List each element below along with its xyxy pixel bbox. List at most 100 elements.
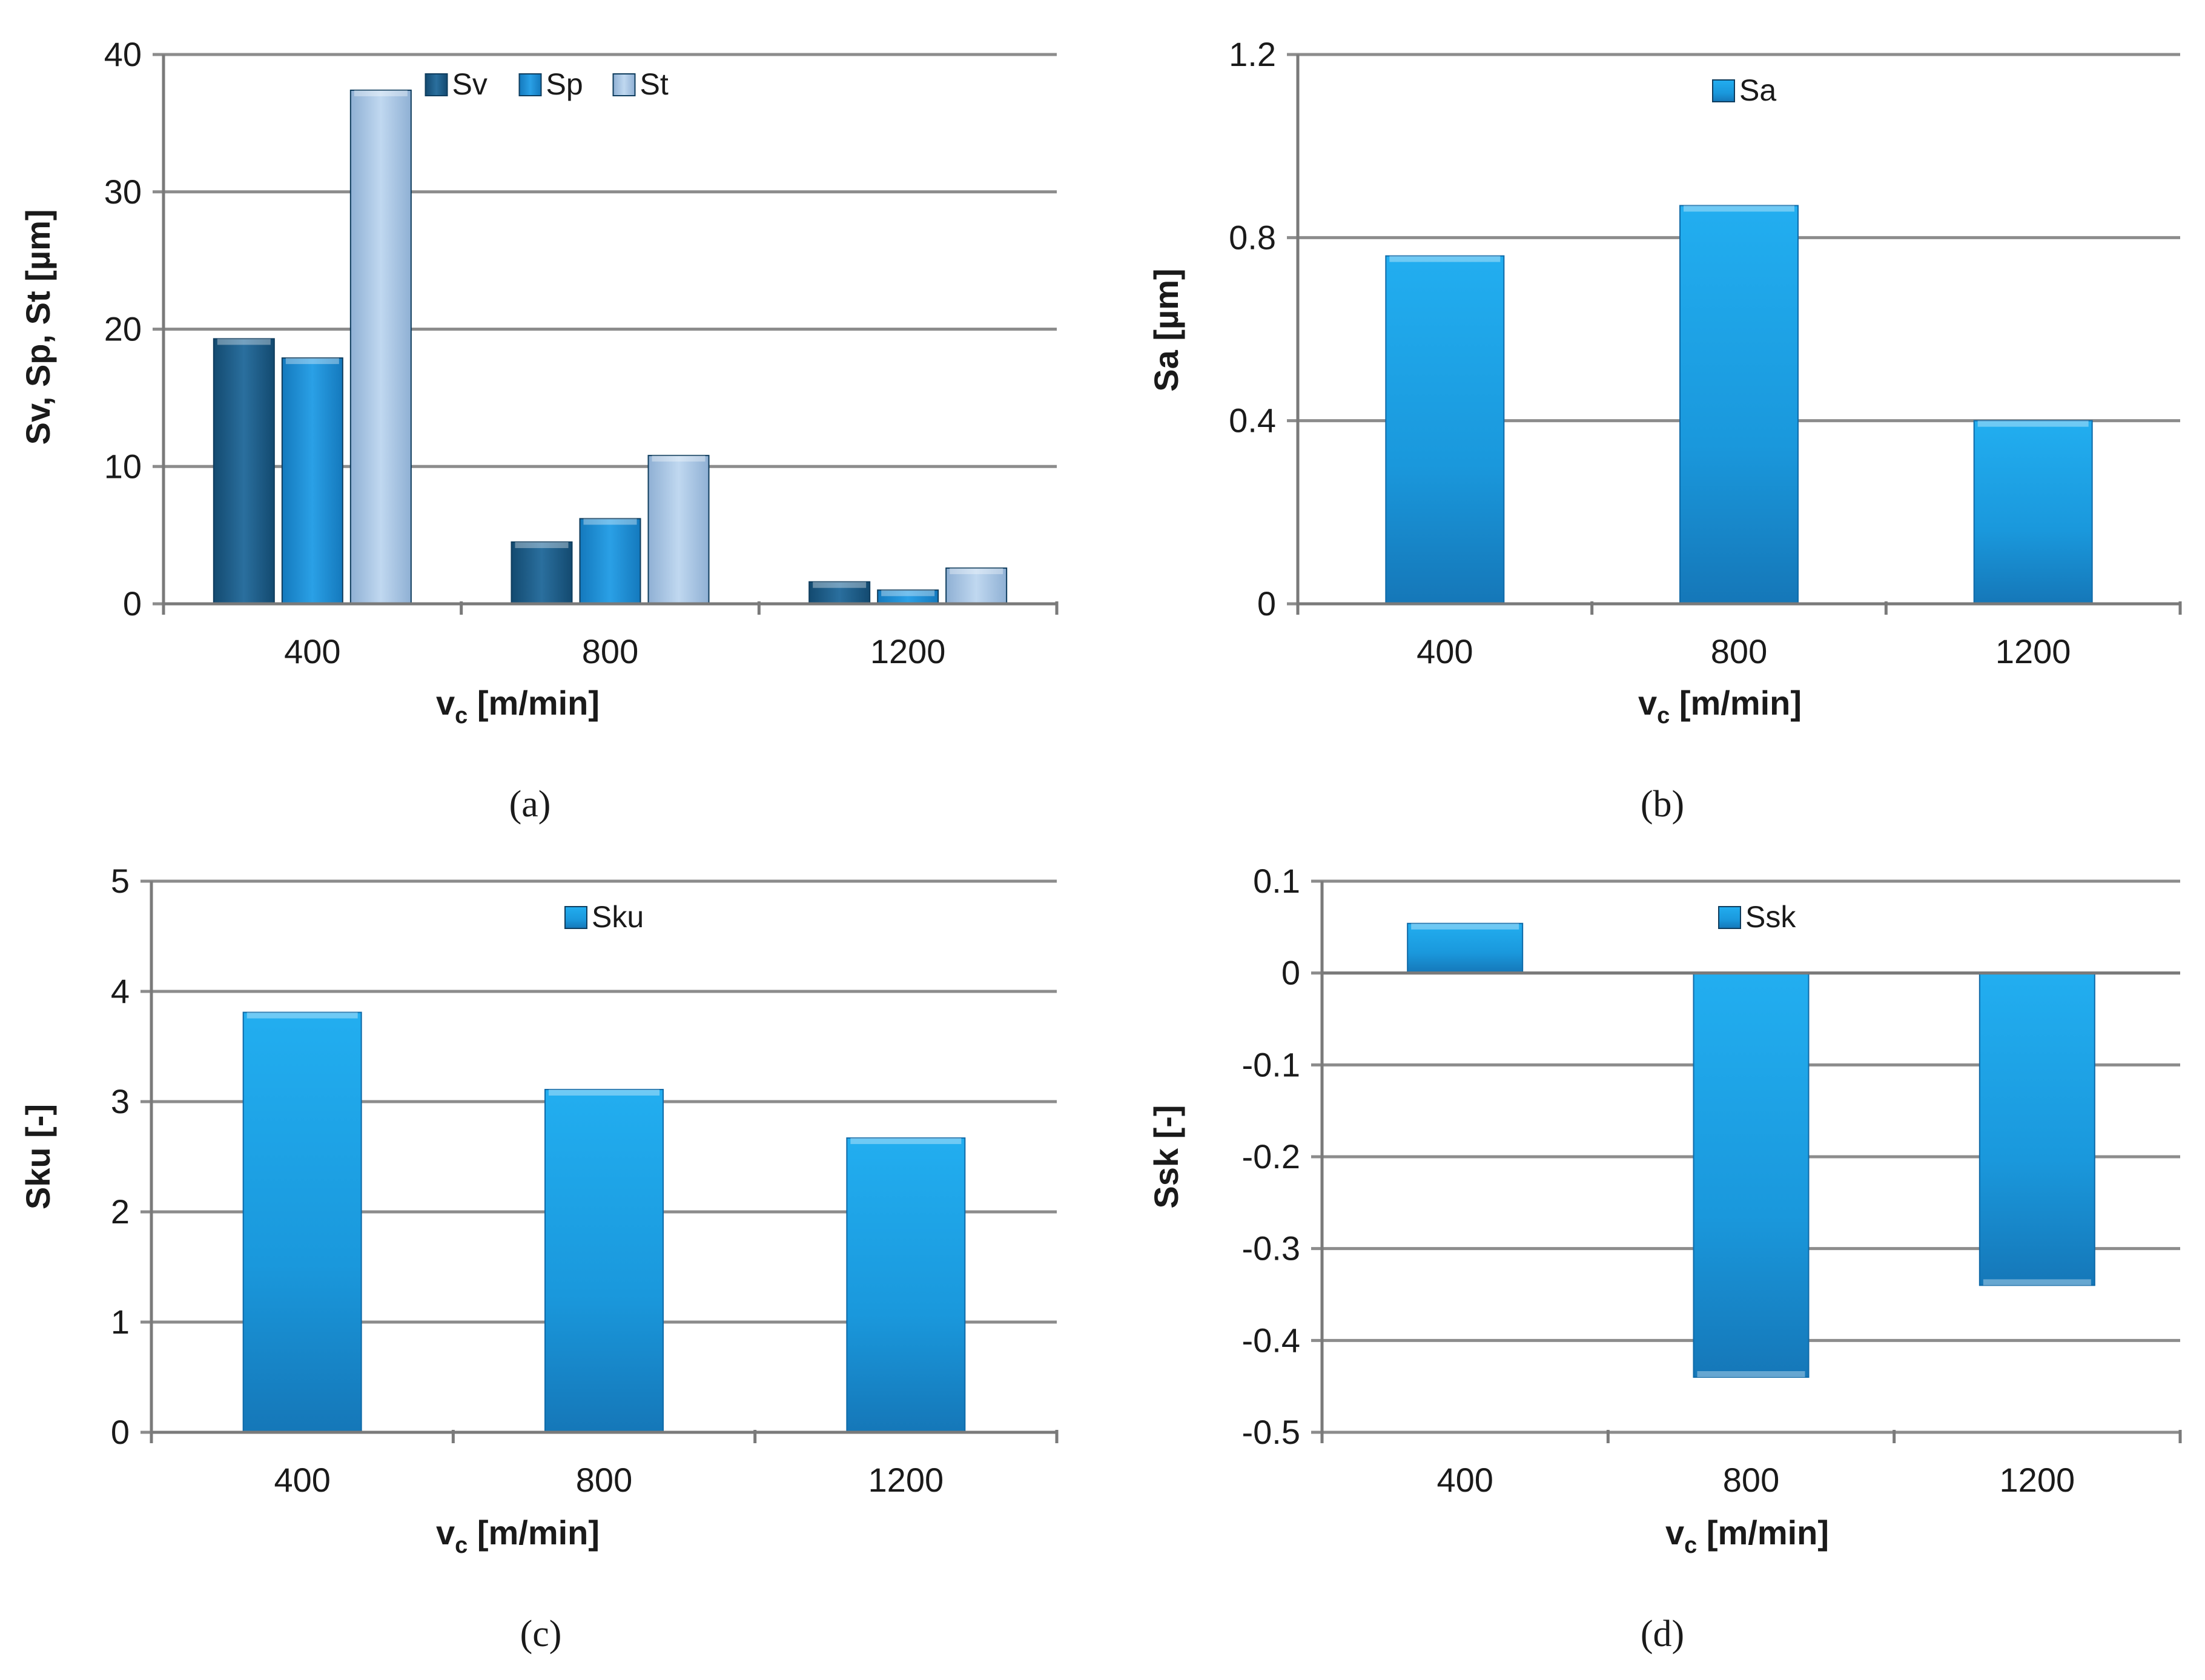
bar-ssk-1200 xyxy=(1979,972,2095,1286)
ytick-label: 20 xyxy=(104,310,142,348)
ytick-label: 1.2 xyxy=(1229,35,1276,73)
ytick-label: 40 xyxy=(104,35,142,73)
panel-a-caption: (a) xyxy=(509,784,551,825)
legend-swatch-sv xyxy=(425,73,448,96)
xtick-label: 1200 xyxy=(1995,632,2071,670)
ytick-label: 2 xyxy=(111,1192,130,1231)
panel-d-bars xyxy=(1407,922,2095,1378)
ytick-label: 3 xyxy=(111,1082,130,1120)
panel-d-ytick-labels: -0.5 -0.4 -0.3 -0.2 -0.1 0 0.1 xyxy=(1242,862,1301,1451)
bar-bevel xyxy=(850,1138,962,1145)
panel-c-ytick-labels: 0 1 2 3 4 5 xyxy=(111,862,130,1451)
bar-bevel xyxy=(354,90,408,96)
ytick-label: -0.2 xyxy=(1242,1137,1301,1176)
panel-d-legend: Ssk xyxy=(1718,900,1796,934)
bar-bevel xyxy=(1977,420,2089,427)
bar-sv-400 xyxy=(213,338,275,604)
ytick-label: 0 xyxy=(111,1413,130,1451)
xtick-label: 800 xyxy=(582,632,638,670)
panel-c-caption: (c) xyxy=(520,1613,562,1655)
xtick-label: 400 xyxy=(1436,1461,1493,1499)
panel-a-bars xyxy=(213,89,1008,605)
xtick-label: 1200 xyxy=(2000,1461,2075,1499)
legend-label-sku: Sku xyxy=(592,900,644,934)
bar-sa-800 xyxy=(1679,205,1799,604)
xtick-label: 800 xyxy=(576,1461,632,1499)
ytick-label: -0.3 xyxy=(1242,1229,1301,1268)
ytick-label: 0.8 xyxy=(1229,218,1276,256)
panel-c: 0 1 2 3 4 5 400 800 1200 Sku Sku [-] vc [m/min]… xyxy=(19,862,1059,1655)
ytick-label: 0.4 xyxy=(1229,402,1276,440)
xtick-label: 1200 xyxy=(870,632,946,670)
legend-swatch-ssk xyxy=(1718,906,1741,929)
bar-bevel xyxy=(583,518,637,525)
bar-sku-800 xyxy=(544,1088,664,1433)
ytick-label: -0.4 xyxy=(1242,1321,1301,1359)
bar-sku-400 xyxy=(242,1011,362,1433)
legend-swatch-sa xyxy=(1712,79,1735,102)
legend-label-ssk: Ssk xyxy=(1745,900,1796,934)
panel-c-xlabel: vc [m/min] xyxy=(436,1513,600,1558)
panel-d: -0.5 -0.4 -0.3 -0.2 -0.1 0 0.1 400 800 1200 Ssk … xyxy=(1147,862,2182,1655)
panel-c-xtick-labels: 400 800 1200 xyxy=(274,1461,944,1499)
bar-bevel xyxy=(1983,1279,2091,1286)
bar-bevel xyxy=(881,590,935,597)
bar-bevel xyxy=(515,541,569,548)
xtick-label: 400 xyxy=(274,1461,330,1499)
ytick-label: 0 xyxy=(1257,584,1276,623)
ytick-label: 0.1 xyxy=(1253,862,1300,900)
panel-c-legend: Sku xyxy=(564,900,644,934)
legend-label-sa: Sa xyxy=(1739,73,1776,107)
ytick-label: 4 xyxy=(111,972,130,1010)
bar-ssk-400 xyxy=(1407,922,1524,974)
panel-a: 0 10 20 30 40 400 800 1200 Sv Sp St Sv, Sp, St [… xyxy=(19,35,1059,825)
legend-swatch-sp xyxy=(518,73,542,96)
bar-bevel xyxy=(950,568,1003,575)
panel-b-caption: (b) xyxy=(1641,784,1684,825)
panel-d-xlabel: vc [m/min] xyxy=(1665,1513,1829,1558)
panel-b-legend: Sa xyxy=(1712,73,1776,107)
ytick-label: 5 xyxy=(111,862,130,900)
panel-b-axes xyxy=(1296,55,2182,615)
ytick-label: 0 xyxy=(123,584,142,623)
ytick-label: 30 xyxy=(104,173,142,211)
ytick-label: 1 xyxy=(111,1303,130,1341)
legend-label-sv: Sv xyxy=(452,67,488,101)
bar-bevel xyxy=(1697,1371,1805,1377)
panel-a-legend: Sv Sp St xyxy=(425,67,669,101)
bar-sa-1200 xyxy=(1973,420,2093,605)
ytick-label: 0 xyxy=(1281,954,1300,992)
bar-sp-800 xyxy=(579,518,641,604)
xtick-label: 400 xyxy=(1417,632,1473,670)
bar-bevel xyxy=(285,358,339,365)
panel-a-ylabel: Sv, Sp, St [µm] xyxy=(19,209,57,445)
bar-sv-1200 xyxy=(808,581,871,604)
panel-b-xtick-labels: 400 800 1200 xyxy=(1417,632,2071,670)
panel-d-xtick-labels: 400 800 1200 xyxy=(1436,1461,2075,1499)
panel-a-axes xyxy=(162,55,1059,615)
bar-sv-800 xyxy=(511,541,573,605)
panel-b-xlabel: vc [m/min] xyxy=(1638,684,1802,729)
panel-d-ylabel: Ssk [-] xyxy=(1147,1105,1185,1208)
panel-a-xtick-labels: 400 800 1200 xyxy=(284,632,945,670)
bar-sp-400 xyxy=(281,357,343,604)
bar-bevel xyxy=(217,339,271,345)
panel-d-caption: (d) xyxy=(1641,1613,1684,1655)
ytick-label: 10 xyxy=(104,447,142,485)
xtick-label: 1200 xyxy=(868,1461,944,1499)
bar-bevel xyxy=(813,581,867,588)
bar-st-400 xyxy=(349,89,412,604)
ytick-label: -0.5 xyxy=(1242,1413,1301,1451)
bar-bevel xyxy=(549,1089,660,1096)
legend-swatch-st xyxy=(612,73,636,96)
panel-c-bars xyxy=(242,1011,966,1434)
ytick-label: -0.1 xyxy=(1242,1045,1301,1083)
bar-bevel xyxy=(1411,923,1519,930)
bar-bevel xyxy=(1389,256,1501,262)
legend-label-st: St xyxy=(640,67,669,101)
bar-sa-400 xyxy=(1385,255,1505,605)
bar-sku-1200 xyxy=(846,1137,966,1434)
bar-ssk-800 xyxy=(1693,972,1810,1378)
legend-label-sp: Sp xyxy=(546,67,583,101)
